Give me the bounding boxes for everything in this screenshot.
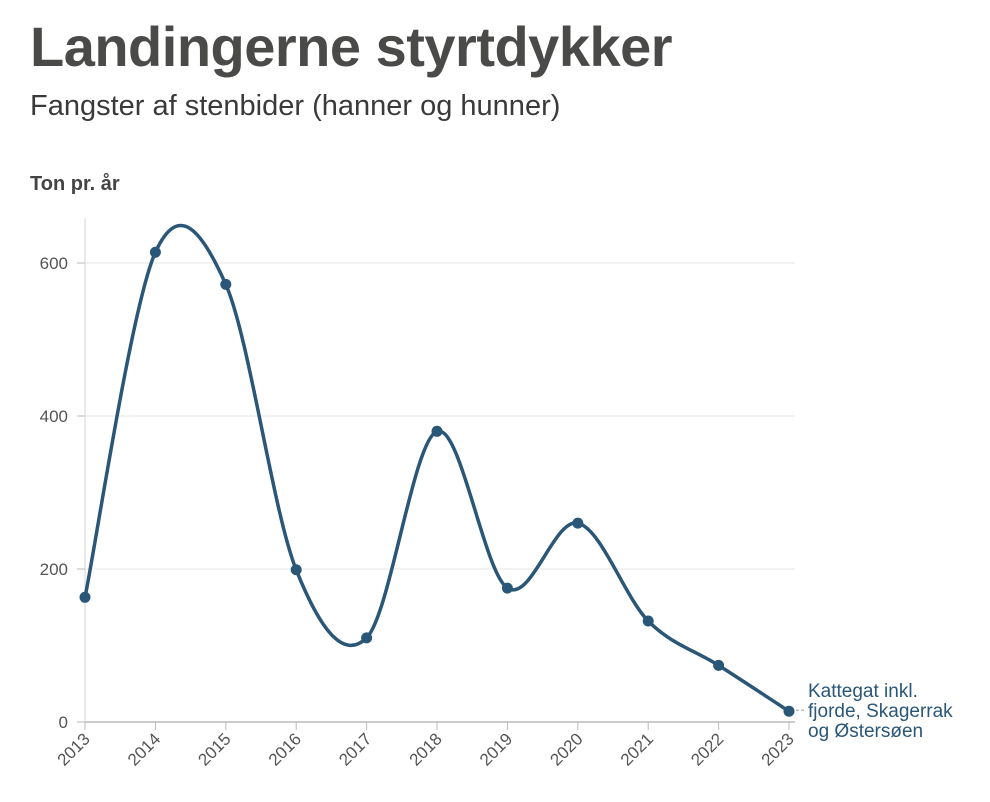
- series-label-line: Kattegat inkl.: [808, 681, 918, 702]
- x-tick-label: 2017: [335, 729, 375, 769]
- x-tick-label: 2014: [124, 729, 164, 769]
- series-label: Kattegat inkl. fjorde, Skagerrak og Østers…: [808, 681, 953, 742]
- data-point-2022: [713, 659, 725, 671]
- series: Kattegat inkl. fjorde, Skagerrak og Østers…: [79, 223, 953, 742]
- y-tick-label: 0: [59, 713, 68, 732]
- x-tick-label: 2018: [406, 729, 446, 769]
- x-tick-label: 2013: [54, 729, 94, 769]
- data-point-2019: [501, 582, 513, 594]
- x-tick-label: 2022: [687, 729, 727, 769]
- x-tick-label: 2023: [758, 729, 798, 769]
- y-tick-label: 200: [40, 560, 68, 579]
- data-point-2023: [783, 705, 795, 717]
- data-point-2020: [572, 517, 584, 529]
- data-point-2017: [361, 632, 373, 644]
- x-axis-ticks: 2013 2014 2015 2016 2017 2018 2019 2020 2021 2022…: [54, 722, 798, 770]
- y-axis-unit-label: Ton pr. år: [30, 173, 120, 195]
- series-line: [83, 223, 791, 714]
- x-tick-label: 2020: [546, 729, 586, 769]
- data-point-2013: [79, 591, 91, 603]
- x-tick-label: 2021: [617, 729, 657, 769]
- data-point-2015: [220, 278, 232, 290]
- data-point-2016: [290, 564, 302, 576]
- data-point-2014: [149, 246, 161, 258]
- series-label-line: og Østersøen: [808, 721, 923, 742]
- y-axis-ticks: 0 200 400 600: [40, 254, 85, 732]
- y-tick-label: 400: [40, 407, 68, 426]
- x-tick-label: 2015: [194, 729, 234, 769]
- data-point-2021: [642, 615, 654, 627]
- y-tick-label: 600: [40, 254, 68, 273]
- x-tick-label: 2016: [265, 729, 305, 769]
- series-label-line: fjorde, Skagerrak: [808, 701, 953, 722]
- x-tick-label: 2019: [476, 729, 516, 769]
- chart-title: Landingerne styrtdykker: [30, 15, 673, 78]
- gridlines: [84, 218, 795, 723]
- chart-subtitle: Fangster af stenbider (hanner og hunner): [30, 90, 561, 122]
- data-point-2018: [431, 425, 443, 437]
